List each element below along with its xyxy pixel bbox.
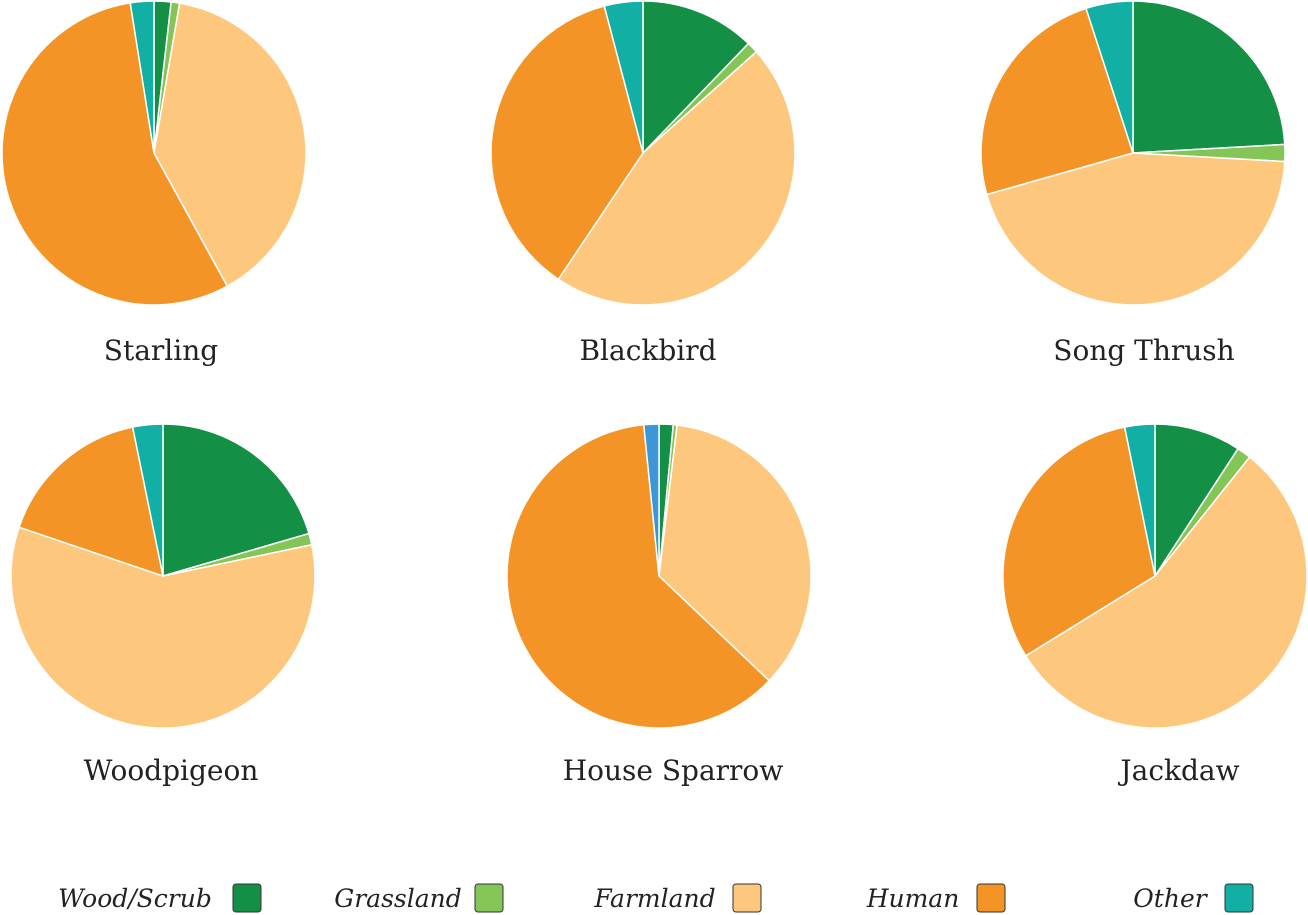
pie-title-song-thrush: Song Thrush [1053, 334, 1234, 367]
slice-song-thrush-other [1085, 0, 1134, 154]
legend-label-wood-scrub: Wood/Scrub [58, 884, 212, 913]
slice-woodpigeon-farmland [10, 526, 316, 729]
slice-house-sparrow-farmland [658, 424, 812, 682]
legend-item-other: Other [1133, 883, 1254, 913]
slice-song-thrush-wood-scrub [1132, 0, 1286, 154]
slice-jackdaw-wood-scrub [1154, 423, 1240, 579]
slice-jackdaw-farmland [1024, 456, 1308, 729]
slice-song-thrush-farmland [985, 152, 1286, 306]
pie-title-jackdaw: Jackdaw [1117, 754, 1239, 787]
pie-song-thrush: Song Thrush [980, 0, 1286, 367]
pie-house-sparrow: House Sparrow [506, 423, 812, 787]
slice-song-thrush-human [980, 7, 1134, 196]
pie-woodpigeon: Woodpigeon [10, 423, 316, 787]
legend-label-grassland: Grassland [334, 884, 462, 913]
pie-blackbird: Blackbird [490, 0, 796, 367]
slice-woodpigeon-wood-scrub [162, 423, 310, 577]
slice-starling-other [129, 0, 155, 154]
pie-jackdaw: Jackdaw [1002, 423, 1308, 787]
pies-layer: Starling Blackbird Song Thrush Woodpigeon Ho… [1, 0, 1308, 787]
legend-item-human: Human [866, 883, 1006, 913]
legend-swatch-other [1224, 883, 1254, 913]
legend-label-farmland: Farmland [593, 884, 715, 913]
slice-blackbird-farmland [557, 50, 796, 306]
pie-title-woodpigeon: Woodpigeon [84, 754, 259, 787]
slice-blackbird-wood-scrub [642, 0, 750, 155]
legend-label-other: Other [1133, 884, 1208, 913]
slice-starling-farmland [153, 2, 307, 288]
slice-house-sparrow-unlabeled [642, 423, 660, 577]
legend-item-farmland: Farmland [593, 883, 762, 913]
slice-woodpigeon-human [18, 426, 164, 578]
slice-house-sparrow-human [506, 423, 771, 729]
slice-starling-human [1, 2, 229, 306]
legend-swatch-wood-scrub [232, 883, 262, 913]
legend-item-grassland: Grassland [334, 883, 504, 913]
pie-title-starling: Starling [104, 334, 218, 367]
legend: Wood/Scrub Grassland Farmland Human Other [58, 883, 1254, 913]
slice-jackdaw-human [1002, 426, 1156, 657]
legend-swatch-grassland [474, 883, 504, 913]
slice-blackbird-other [603, 0, 644, 154]
slice-woodpigeon-other [131, 423, 164, 577]
legend-swatch-human [976, 883, 1006, 913]
pie-title-house-sparrow: House Sparrow [563, 754, 784, 787]
legend-label-human: Human [866, 884, 960, 913]
legend-item-wood-scrub: Wood/Scrub [58, 883, 262, 913]
pie-starling: Starling [1, 0, 307, 367]
pie-title-blackbird: Blackbird [579, 334, 716, 367]
slice-jackdaw-other [1123, 423, 1156, 577]
legend-swatch-farmland [732, 883, 762, 913]
slice-blackbird-human [490, 5, 644, 281]
